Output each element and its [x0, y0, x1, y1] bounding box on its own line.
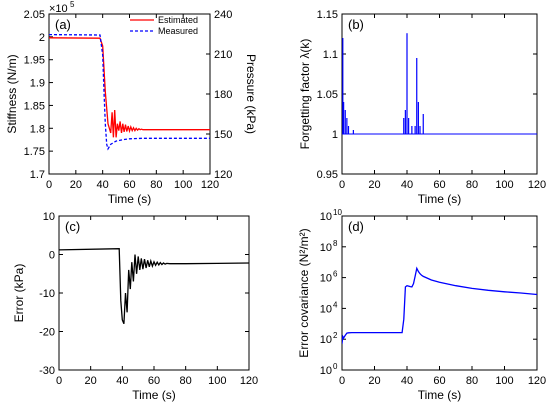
y-right-tick-label: 120: [214, 169, 232, 181]
panel-label: (c): [65, 219, 80, 234]
x-axis-label: Time (s): [418, 192, 462, 206]
x-tick-label: 40: [116, 375, 128, 387]
series-group: [59, 248, 249, 325]
y-tick-label: 10: [320, 273, 332, 285]
x-tick-label: 40: [401, 179, 413, 191]
x-tick-label: 80: [466, 375, 478, 387]
x-tick-label: 0: [339, 375, 345, 387]
y-tick-label: 1.75: [24, 146, 45, 158]
y-axis-label: Error covariance (N²/m²): [297, 228, 311, 357]
x-tick-label: 40: [97, 179, 109, 191]
x-tick-label: 40: [401, 375, 413, 387]
x-tick-label: 100: [495, 375, 513, 387]
x-axis-label: Time (s): [108, 192, 152, 206]
y-tick-exponent: 10: [333, 208, 342, 217]
x-tick-label: 60: [123, 179, 135, 191]
y-tick-label: 0.95: [317, 169, 338, 181]
x-tick-label: 60: [433, 179, 445, 191]
x-tick-label: 0: [56, 375, 62, 387]
y-tick-label: 1.95: [24, 55, 45, 67]
axes-box: [58, 215, 250, 371]
x-axis-label: Time (s): [418, 388, 462, 402]
axes-box: [48, 13, 211, 175]
y-axis-label: Forgetting factor λ(k): [298, 39, 312, 150]
y-tick-label: 10: [43, 211, 55, 223]
y-right-tick-label: 150: [214, 129, 232, 141]
x-tick-label: 100: [208, 375, 226, 387]
y-right-tick-label: 240: [214, 9, 232, 21]
chart-panel-3: 0 20 40 60 80 100 120 Time (s) -30 -20 -10 0 10 Error…: [12, 211, 258, 402]
y-tick-label: 10: [320, 303, 332, 315]
y-exponent: 5: [70, 0, 75, 9]
y-tick-label: 10: [320, 211, 332, 223]
y-right-tick-label: 210: [214, 49, 232, 61]
x-tick-label: 0: [339, 179, 345, 191]
y-tick-label: 2.05: [24, 9, 45, 21]
y-right-tick-label: 180: [214, 89, 232, 101]
x-axis-label: Time (s): [132, 388, 176, 402]
chart-panel-2: 0 20 40 60 80 100 120 Time (s) 0.95 1 1.05 1.1 1.15 F…: [298, 9, 546, 206]
y-tick-label: 1.1: [323, 49, 338, 61]
y-tick-label: 1.7: [30, 169, 45, 181]
axes-box: [341, 13, 538, 175]
y-right-axis-label: Pressure (kPa): [244, 54, 258, 134]
y-tick-label: 1.05: [317, 89, 338, 101]
y-axis-label: Error (kPa): [12, 264, 26, 323]
x-tick-label: 120: [201, 179, 219, 191]
y-tick-label: 0: [49, 250, 55, 262]
y-tick-label: -30: [39, 365, 55, 377]
x-tick-label: 120: [528, 179, 546, 191]
y-tick-label: 1.85: [24, 100, 45, 112]
y-tick-exponent: 0: [333, 362, 338, 371]
x-tick-label: 0: [46, 179, 52, 191]
y-tick-exponent: 2: [333, 331, 338, 340]
panel-label: (a): [55, 17, 71, 32]
x-tick-label: 80: [466, 179, 478, 191]
x-tick-label: 100: [174, 179, 192, 191]
y-tick-label: 1.8: [30, 123, 45, 135]
x-tick-label: 120: [240, 375, 258, 387]
x-tick-label: 80: [180, 375, 192, 387]
x-tick-label: 20: [85, 375, 97, 387]
series-line-1: [59, 248, 249, 325]
axes-box: [341, 215, 538, 371]
y-tick-label: 1.9: [30, 78, 45, 90]
y-tick-label: 10: [320, 334, 332, 346]
x-tick-label: 20: [368, 179, 380, 191]
series-line-1: [49, 37, 210, 138]
chart-panel-1: 0 20 40 60 80 100 120 Time (s) 1.7 1.75 1.8 1.85 1.9…: [5, 0, 258, 206]
x-tick-label: 80: [150, 179, 162, 191]
y-tick-label: 1: [332, 129, 338, 141]
x-tick-label: 100: [495, 179, 513, 191]
x-tick-label: 60: [433, 375, 445, 387]
x-tick-label: 20: [70, 179, 82, 191]
y-tick-label: 10: [320, 242, 332, 254]
series-line-1: [342, 266, 537, 344]
y-tick-label: 2: [39, 32, 45, 44]
panel-label: (d): [348, 219, 364, 234]
x-tick-label: 120: [528, 375, 546, 387]
y-tick-label: -10: [39, 288, 55, 300]
y-tick-exponent: 4: [333, 300, 338, 309]
legend-entry: Measured: [158, 26, 198, 36]
panel-label: (b): [348, 17, 364, 32]
series-line-2: [49, 33, 210, 151]
y-tick-label: 1.15: [317, 9, 338, 21]
x-tick-label: 20: [368, 375, 380, 387]
series-group: [342, 266, 537, 344]
y-tick-exponent: 6: [333, 270, 338, 279]
x-tick-label: 60: [148, 375, 160, 387]
series-group: [49, 33, 210, 151]
series-group: [342, 33, 537, 135]
y-tick-label: -20: [39, 327, 55, 339]
y-axis-label: Stiffness (N/m): [5, 54, 19, 133]
y-exponent-label: ×10: [49, 3, 68, 15]
legend-entry: Estimated: [158, 15, 198, 25]
y-tick-label: 10: [320, 365, 332, 377]
y-tick-exponent: 8: [333, 239, 338, 248]
